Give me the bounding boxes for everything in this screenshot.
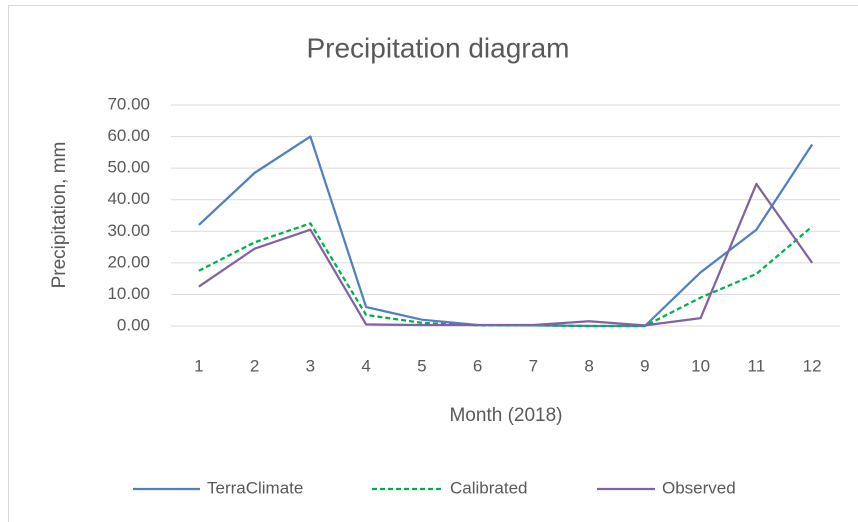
x-tick-label: 12: [803, 356, 822, 375]
y-tick-label: 50.00: [107, 158, 150, 177]
x-tick-label: 2: [250, 356, 259, 375]
y-tick-label: 20.00: [107, 252, 150, 271]
chart-title: Precipitation diagram: [306, 32, 569, 63]
x-tick-label: 3: [306, 356, 315, 375]
x-tick-label: 7: [529, 356, 538, 375]
y-tick-label: 0.00: [117, 315, 150, 334]
x-tick-label: 9: [640, 356, 649, 375]
y-tick-label: 10.00: [107, 284, 150, 303]
x-tick-label: 6: [473, 356, 482, 375]
x-tick-label: 4: [361, 356, 370, 375]
legend-label: Calibrated: [450, 478, 528, 497]
y-tick-label: 40.00: [107, 189, 150, 208]
x-tick-label: 1: [194, 356, 203, 375]
legend-label: Observed: [662, 478, 736, 497]
x-tick-label: 5: [417, 356, 426, 375]
y-tick-label: 60.00: [107, 126, 150, 145]
chart-frame: [8, 5, 858, 522]
legend-label: TerraClimate: [207, 478, 303, 497]
x-tick-label: 11: [748, 356, 766, 375]
y-tick-label: 70.00: [107, 94, 150, 113]
y-tick-label: 30.00: [107, 221, 150, 240]
x-tick-label: 10: [691, 356, 710, 375]
series-line: [198, 182, 814, 327]
x-tick-label: 8: [584, 356, 593, 375]
y-axis-title: Precipitation, mm: [49, 142, 70, 289]
x-axis-title: Month (2018): [449, 405, 562, 426]
